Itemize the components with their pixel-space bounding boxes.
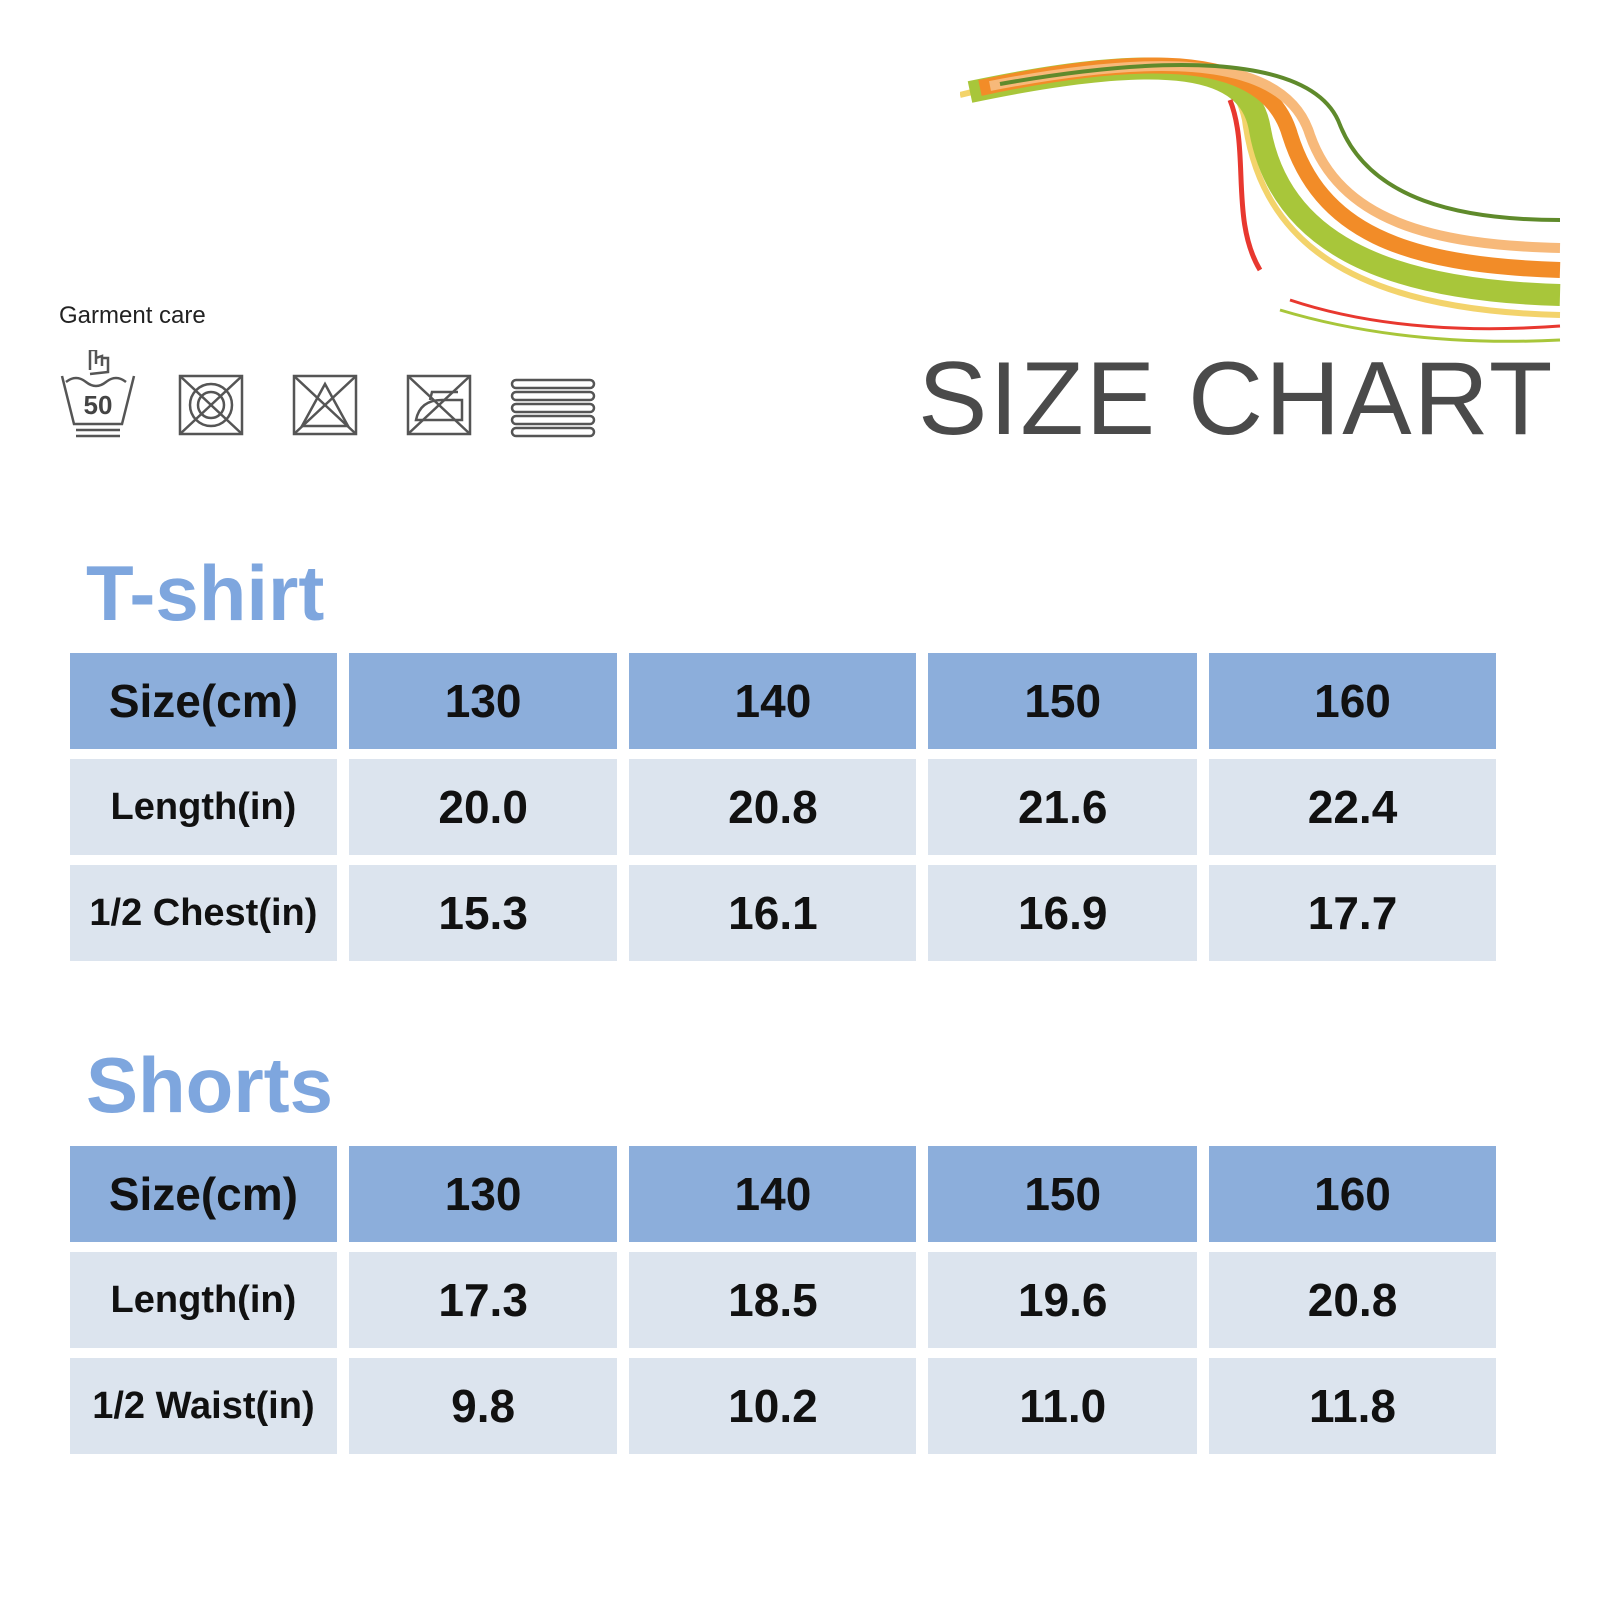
shorts-title: Shorts [86, 1041, 334, 1129]
header-cell: Size(cm) [70, 653, 337, 749]
table-cell: 17.7 [1209, 865, 1496, 961]
table-header-row: Size(cm) 130 140 150 160 [70, 653, 1496, 749]
row-label: Length(in) [70, 759, 337, 855]
table-cell: 10.2 [629, 1358, 917, 1454]
header-cell: 150 [928, 653, 1198, 749]
table-cell: 11.0 [928, 1358, 1198, 1454]
table-cell: 20.8 [629, 759, 917, 855]
header-cell: 150 [928, 1146, 1198, 1242]
table-cell: 11.8 [1209, 1358, 1496, 1454]
decorative-swoosh [960, 57, 1561, 343]
table-cell: 9.8 [348, 1358, 618, 1454]
header-cell: 160 [1209, 653, 1496, 749]
row-label: 1/2 Waist(in) [70, 1358, 337, 1454]
no-iron-icon [406, 374, 472, 436]
table-cell: 20.0 [348, 759, 618, 855]
table-cell: 15.3 [348, 865, 618, 961]
table-row: 1/2 Chest(in) 15.3 16.1 16.9 17.7 [70, 865, 1496, 961]
table-cell: 16.1 [629, 865, 917, 961]
table-cell: 18.5 [629, 1252, 917, 1348]
no-bleach-icon [292, 374, 358, 436]
table-cell: 17.3 [348, 1252, 618, 1348]
table-cell: 21.6 [928, 759, 1198, 855]
header-cell: 140 [629, 653, 917, 749]
wash-temp-text: 50 [84, 390, 113, 420]
table-header-row: Size(cm) 130 140 150 160 [70, 1146, 1496, 1242]
table-cell: 20.8 [1209, 1252, 1496, 1348]
header-cell: 140 [629, 1146, 917, 1242]
header-cell: 130 [348, 653, 618, 749]
table-cell: 16.9 [928, 865, 1198, 961]
header-cell: Size(cm) [70, 1146, 337, 1242]
table-row: Length(in) 17.3 18.5 19.6 20.8 [70, 1252, 1496, 1348]
table-row: Length(in) 20.0 20.8 21.6 22.4 [70, 759, 1496, 855]
care-icons: 50 [60, 350, 596, 438]
tshirt-title: T-shirt [86, 549, 325, 637]
garment-care-label: Garment care [59, 302, 206, 329]
table-cell: 19.6 [928, 1252, 1198, 1348]
hand-wash-50-icon: 50 [60, 350, 136, 438]
row-label: 1/2 Chest(in) [70, 865, 337, 961]
no-tumble-dry-icon [178, 374, 244, 436]
size-chart-title: SIZE CHART [918, 341, 1555, 457]
table-row: 1/2 Waist(in) 9.8 10.2 11.0 11.8 [70, 1358, 1496, 1454]
shorts-size-table: Size(cm) 130 140 150 160 Length(in) 17.3… [58, 1136, 1508, 1464]
dry-flat-icon [510, 378, 596, 438]
header-cell: 160 [1209, 1146, 1496, 1242]
tshirt-size-table: Size(cm) 130 140 150 160 Length(in) 20.0… [58, 643, 1508, 971]
table-cell: 22.4 [1209, 759, 1496, 855]
row-label: Length(in) [70, 1252, 337, 1348]
header-cell: 130 [348, 1146, 618, 1242]
